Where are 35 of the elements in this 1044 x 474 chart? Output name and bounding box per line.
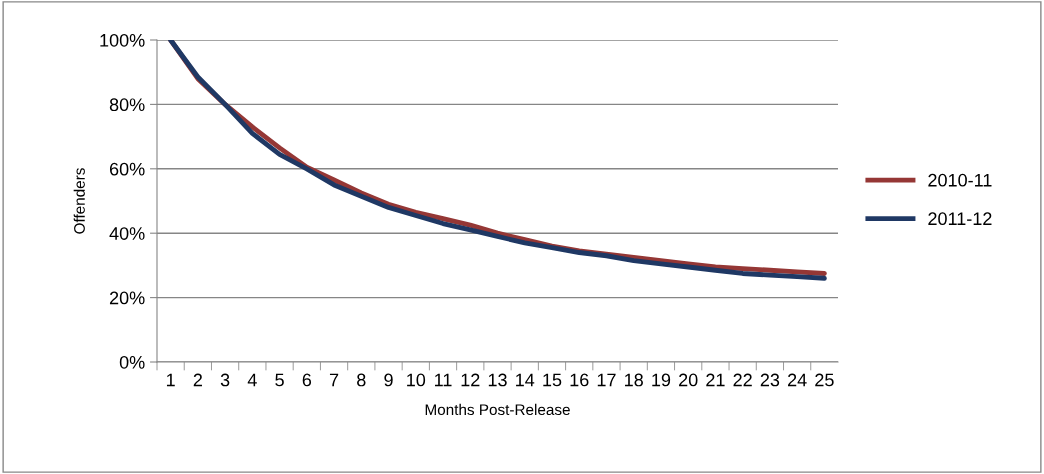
x-tick-label: 19: [652, 373, 671, 387]
x-tick-label: 12: [461, 373, 480, 387]
x-tick-label: 2: [193, 373, 202, 387]
x-tick-label: 1: [166, 373, 175, 387]
x-tick-label: 20: [679, 373, 698, 387]
y-axis-title: Offenders: [73, 168, 85, 234]
x-tick-label: 7: [329, 373, 339, 387]
y-tick-label: 80%: [109, 98, 145, 112]
x-tick-label: 23: [760, 373, 780, 387]
x-tick-label: 3: [220, 373, 230, 387]
y-tick-label: 60%: [109, 162, 145, 176]
x-axis-title: Months Post-Release: [425, 403, 570, 416]
legend-label: 2011-12: [928, 212, 992, 226]
x-tick-label: 25: [815, 373, 834, 387]
x-tick-label: 11: [435, 373, 452, 387]
x-tick-label: 13: [488, 373, 507, 387]
legend-label: 2010-11: [928, 173, 992, 187]
x-tick-label: 18: [625, 373, 643, 387]
x-tick-label: 15: [543, 373, 562, 387]
x-tick-label: 9: [384, 373, 393, 387]
x-tick-label: 10: [407, 373, 426, 387]
y-tick-label: 0%: [119, 355, 145, 369]
x-tick-label: 22: [733, 373, 752, 387]
x-tick-label: 4: [247, 373, 257, 387]
x-tick-label: 6: [302, 373, 312, 387]
y-tick-label: 20%: [109, 291, 145, 305]
x-tick-label: 24: [788, 373, 807, 387]
x-tick-label: 5: [275, 373, 284, 387]
y-tick-label: 100%: [100, 33, 145, 47]
x-tick-label: 14: [516, 373, 535, 387]
y-tick-label: 40%: [109, 227, 145, 240]
x-tick-label: 16: [570, 373, 589, 387]
x-tick-label: 21: [706, 373, 725, 387]
x-tick-label: 8: [357, 373, 366, 387]
x-tick-label: 17: [597, 373, 616, 387]
